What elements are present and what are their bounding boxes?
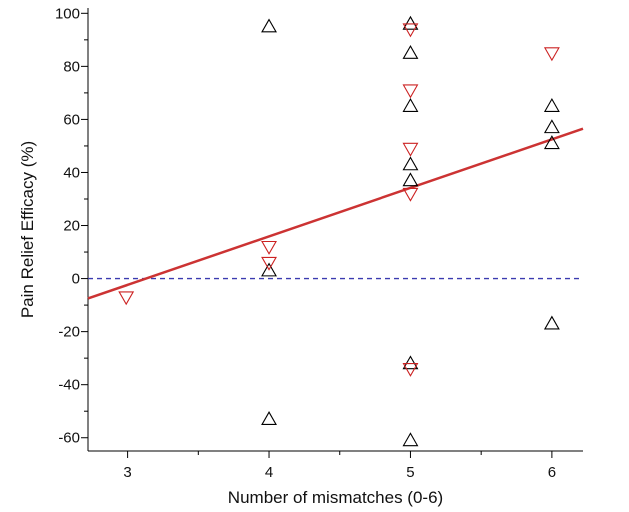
y-tick-label: 20: [63, 218, 80, 235]
triangle-up-marker: [543, 98, 560, 112]
triangle-down-marker: [402, 362, 419, 377]
triangle-down-marker: [261, 240, 277, 255]
y-axis-title: Pain Relief Efficacy (%): [18, 141, 37, 318]
y-tick-label: -40: [58, 377, 80, 394]
triangle-up-marker: [402, 172, 419, 187]
y-tick-label: 60: [63, 111, 80, 128]
triangle-down-marker: [402, 84, 419, 99]
triangle-up-marker: [261, 18, 277, 33]
y-tick-label: 80: [63, 58, 80, 75]
triangle-up-marker: [402, 15, 419, 30]
x-tick-label: 6: [548, 464, 556, 481]
x-tick-label: 3: [123, 464, 131, 481]
data-points: [118, 15, 560, 447]
x-axis-title: Number of mismatches (0-6): [228, 488, 443, 507]
ticks: [81, 12, 553, 458]
triangle-up-marker: [402, 432, 419, 447]
triangle-up-marker: [261, 262, 277, 277]
triangle-down-marker: [118, 291, 135, 306]
reference-lines: [87, 127, 584, 300]
triangle-up-marker: [543, 119, 560, 134]
x-tick-label: 4: [265, 464, 273, 481]
triangle-up-marker: [402, 355, 419, 370]
tick-labels: -60 -40 -20 0 20 40 60 80 100 3 4 5 6: [55, 5, 556, 481]
y-tick-label: 0: [72, 271, 80, 288]
triangle-down-marker: [402, 23, 419, 38]
triangle-up-marker: [402, 156, 419, 171]
triangle-down-marker: [402, 142, 419, 157]
triangle-down-marker: [543, 47, 560, 62]
y-tick-label: 100: [55, 5, 80, 22]
triangle-up-marker: [402, 98, 419, 112]
triangle-up-marker: [543, 315, 560, 330]
triangle-up-marker: [402, 44, 419, 59]
triangle-down-marker: [261, 256, 277, 271]
y-tick-label: -60: [58, 430, 80, 447]
triangle-up-marker: [543, 135, 560, 150]
trend-line: [87, 127, 584, 300]
y-tick-label: 40: [63, 164, 80, 181]
triangle-up-marker: [261, 411, 277, 425]
triangle-down-marker: [402, 187, 419, 202]
x-tick-label: 5: [406, 464, 414, 481]
axes: [87, 8, 583, 452]
y-tick-label: -20: [58, 324, 80, 341]
